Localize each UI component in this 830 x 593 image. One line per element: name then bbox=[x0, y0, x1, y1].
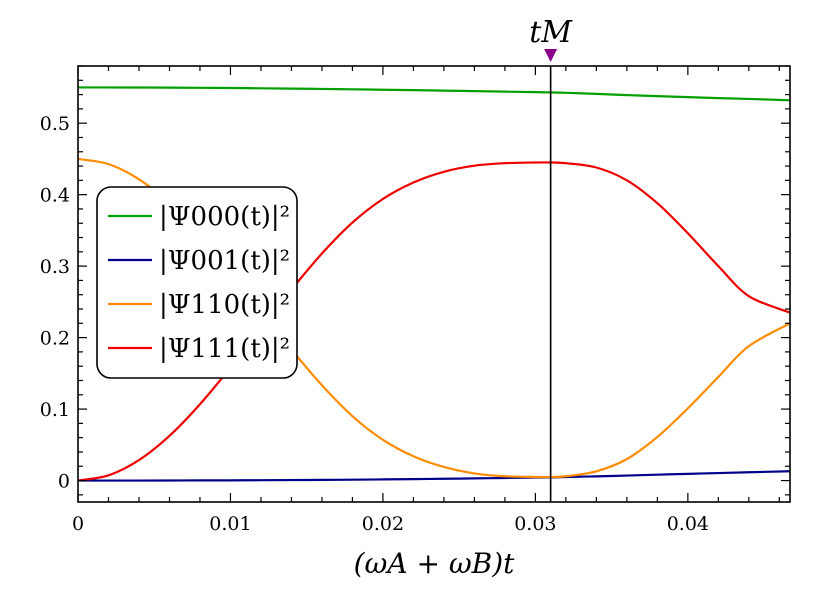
marker-label: tM bbox=[529, 15, 573, 50]
x-tick-label: 0.03 bbox=[514, 513, 556, 535]
x-axis-title: (ωA + ωB)t bbox=[354, 547, 516, 580]
y-tick-label: 0.4 bbox=[40, 185, 70, 207]
y-tick-label: 0.2 bbox=[40, 328, 70, 350]
plot-frame bbox=[77, 65, 791, 503]
series-line-0 bbox=[78, 86, 790, 102]
x-tick-label: 0.04 bbox=[667, 513, 709, 535]
y-tick-label: 0.3 bbox=[40, 256, 70, 278]
series-line-1 bbox=[78, 470, 790, 482]
x-tick-label: 0.01 bbox=[209, 513, 251, 535]
legend-label-1: |Ψ001(t)|² bbox=[159, 246, 290, 276]
series-line-3 bbox=[78, 161, 790, 482]
legend-label-0: |Ψ000(t)|² bbox=[159, 202, 290, 232]
tick-labels-layer: 0 0.01 0.02 0.03 0.04 0 0.1 0.2 0.3 0.4 0.5 bbox=[40, 113, 709, 535]
legend-label-3: |Ψ111(t)|² bbox=[159, 334, 290, 364]
legend-box bbox=[96, 186, 298, 379]
y-tick-label: 0.1 bbox=[40, 399, 70, 421]
legend-label-2: |Ψ110(t)|² bbox=[159, 290, 290, 320]
marker-triangle bbox=[544, 49, 558, 62]
x-tick-label: 0.02 bbox=[362, 513, 404, 535]
y-tick-label: 0.5 bbox=[40, 113, 70, 135]
legend: |Ψ000(t)|² |Ψ001(t)|² |Ψ110(t)|² |Ψ111(t)|² bbox=[96, 186, 298, 379]
legend-items: |Ψ000(t)|² |Ψ001(t)|² |Ψ110(t)|² |Ψ111(t)|² bbox=[108, 202, 290, 364]
y-tick-label: 0 bbox=[58, 471, 70, 493]
ticks-layer bbox=[77, 65, 790, 502]
x-tick-label: 0 bbox=[72, 513, 84, 535]
